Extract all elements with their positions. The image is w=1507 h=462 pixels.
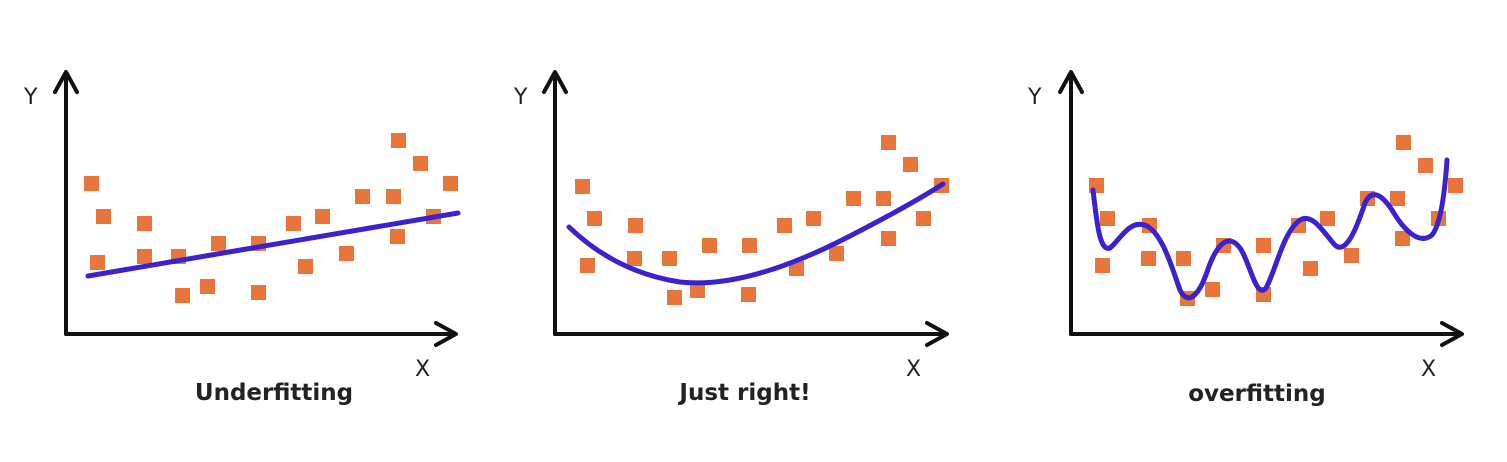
data-point (1303, 261, 1318, 276)
data-point (90, 255, 105, 270)
data-point (298, 259, 313, 274)
data-point (876, 191, 891, 206)
data-point (1448, 178, 1463, 193)
data-point (587, 211, 602, 226)
data-point (1141, 251, 1156, 266)
panel-just-right: Y X Just right! (513, 70, 949, 406)
data-point (690, 283, 705, 298)
y-axis-arrow (53, 70, 79, 336)
data-point (575, 179, 590, 194)
good-fit-curve (566, 181, 946, 286)
panel-title: Just right! (677, 380, 810, 406)
data-point (903, 157, 918, 172)
overfit-curve (1090, 157, 1450, 301)
data-point (1100, 211, 1115, 226)
data-point (251, 285, 266, 300)
y-axis-label: Y (1027, 85, 1042, 110)
data-point (386, 189, 401, 204)
data-point (662, 251, 677, 266)
data-point (200, 279, 215, 294)
underfit-line (85, 210, 461, 279)
data-point (628, 218, 643, 233)
data-point (286, 216, 301, 231)
data-point (916, 211, 931, 226)
data-point (741, 287, 756, 302)
x-axis-label: X (1421, 357, 1436, 382)
y-axis-label: Y (513, 85, 528, 110)
data-point (667, 290, 682, 305)
panel-underfitting: Y X Underfitting (23, 70, 461, 406)
y-axis-arrow (1058, 70, 1084, 336)
data-point (1418, 158, 1433, 173)
x-axis-arrow (553, 321, 949, 347)
data-point (443, 176, 458, 191)
data-point (339, 246, 354, 261)
data-point (627, 251, 642, 266)
data-point (806, 211, 821, 226)
data-point (211, 236, 226, 251)
data-point (1395, 231, 1410, 246)
data-point (580, 258, 595, 273)
data-point (391, 133, 406, 148)
panel-title: Underfitting (195, 380, 353, 406)
data-point (1320, 211, 1335, 226)
data-point (742, 238, 757, 253)
data-point (1095, 258, 1110, 273)
panel-overfitting: Y X overfitting (1027, 70, 1464, 407)
x-axis-label: X (906, 357, 921, 382)
data-point (1176, 251, 1191, 266)
data-point (1390, 191, 1405, 206)
y-axis-arrow (542, 70, 568, 336)
data-point (137, 249, 152, 264)
data-points (575, 135, 949, 305)
data-point (413, 156, 428, 171)
y-axis-label: Y (23, 85, 38, 110)
data-points (1089, 135, 1463, 306)
data-point (829, 246, 844, 261)
data-point (846, 191, 861, 206)
data-point (175, 288, 190, 303)
x-axis-label: X (415, 357, 430, 382)
data-point (881, 135, 896, 150)
data-point (881, 231, 896, 246)
data-point (137, 216, 152, 231)
x-axis-arrow (64, 321, 458, 347)
data-point (777, 218, 792, 233)
data-point (1205, 282, 1220, 297)
data-points (84, 133, 458, 303)
data-point (96, 209, 111, 224)
data-point (1344, 248, 1359, 263)
data-point (315, 209, 330, 224)
data-point (1256, 238, 1271, 253)
data-point (84, 176, 99, 191)
data-point (702, 238, 717, 253)
data-point (355, 189, 370, 204)
data-point (390, 229, 405, 244)
panel-title: overfitting (1188, 381, 1326, 407)
data-point (1396, 135, 1411, 150)
x-axis-arrow (1069, 321, 1464, 347)
